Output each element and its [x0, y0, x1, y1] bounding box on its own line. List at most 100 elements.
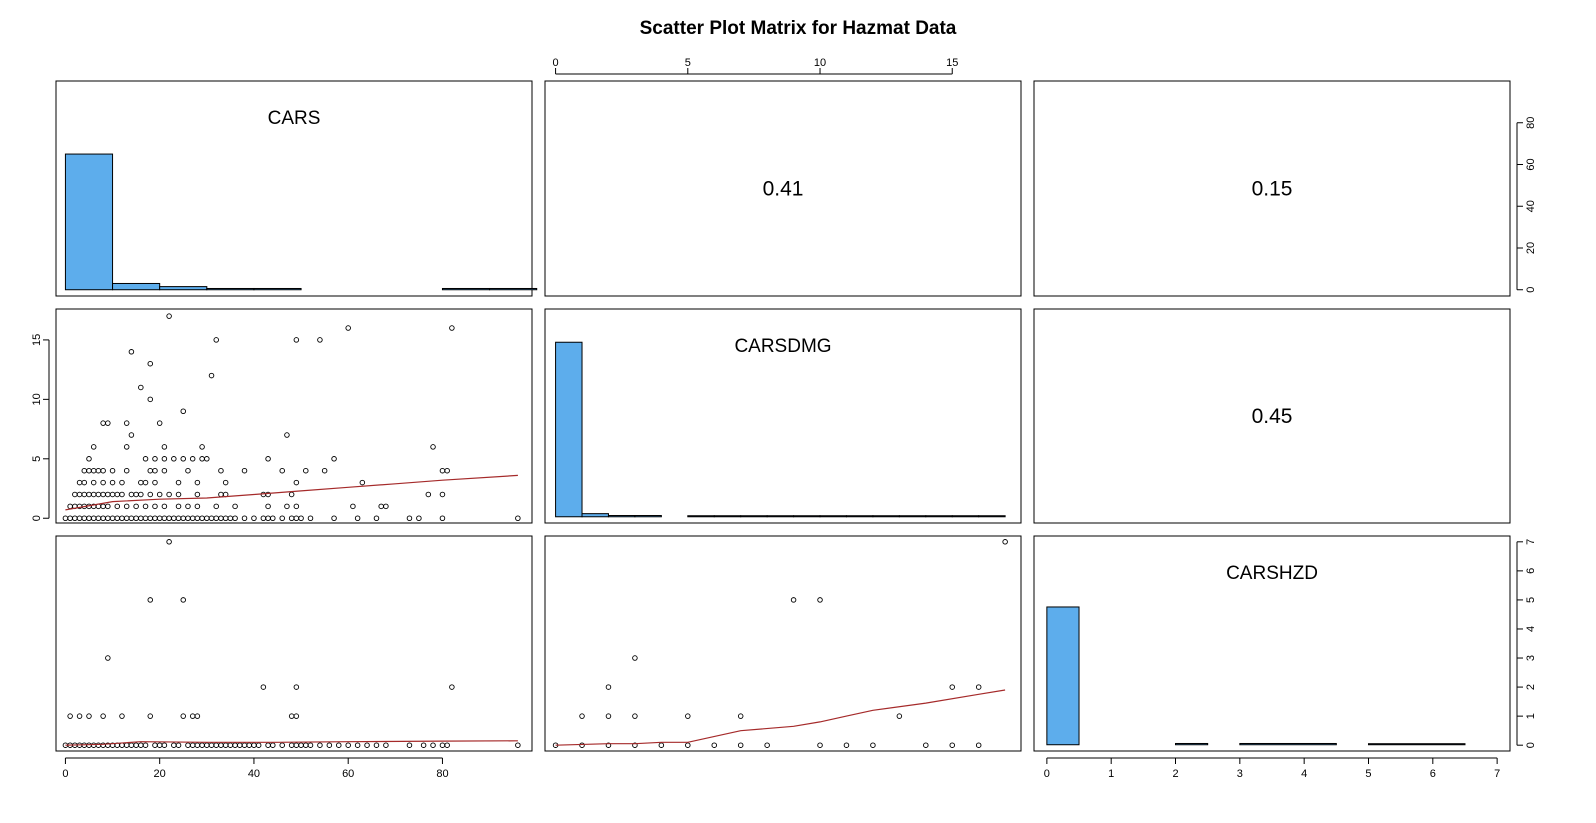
- scatter-point: [105, 655, 111, 661]
- scatter-point: [605, 742, 612, 748]
- scatter-point: [260, 515, 267, 521]
- x-tick-label: 40: [248, 768, 260, 780]
- scatter-point: [208, 372, 215, 379]
- histogram-bar: [978, 515, 1006, 518]
- x-tick-label: 4: [1301, 768, 1307, 780]
- scatter-point: [90, 479, 97, 486]
- scatter-point: [949, 684, 955, 690]
- scatter-point: [109, 515, 116, 521]
- scatter-point: [265, 515, 271, 521]
- y-tick-label: 0: [31, 515, 43, 521]
- scatter-point: [100, 503, 106, 510]
- scatter-point: [95, 491, 102, 498]
- scatter-point: [123, 503, 130, 510]
- scatter-point: [359, 479, 366, 486]
- scatter-point: [430, 742, 436, 748]
- scatter-point: [896, 713, 903, 719]
- scatter-point: [293, 684, 300, 690]
- scatter-point: [246, 742, 252, 748]
- right-tick-label: 0: [1525, 742, 1537, 748]
- scatter-point: [354, 515, 361, 521]
- scatter-point: [515, 742, 521, 748]
- scatter-point: [439, 491, 446, 498]
- scatter-point: [406, 742, 413, 748]
- scatter-point: [152, 503, 158, 510]
- scatter-point: [439, 515, 446, 521]
- scatter-point: [171, 742, 177, 748]
- scatter-point: [81, 491, 88, 498]
- scatter-point: [147, 713, 154, 719]
- scatter-point: [307, 742, 314, 748]
- scatter-point: [128, 491, 135, 498]
- scatter-point: [156, 491, 163, 498]
- scatter-point: [194, 503, 201, 510]
- scatter-point: [180, 408, 186, 414]
- scatter-point: [232, 742, 238, 748]
- scatter-point: [817, 742, 823, 748]
- scatter-point: [317, 337, 323, 343]
- scatter-point: [67, 515, 73, 521]
- scatter-point: [189, 742, 196, 748]
- correlation-label: 0.45: [1252, 405, 1293, 428]
- scatter-point: [843, 742, 850, 748]
- scatter-point: [439, 742, 446, 748]
- scatter-point: [241, 742, 248, 748]
- smooth-line: [65, 474, 518, 511]
- scatter-point: [123, 444, 130, 450]
- scatter-point: [416, 515, 422, 521]
- scatter-point: [383, 503, 389, 510]
- scatter-point: [105, 503, 111, 510]
- scatter-point: [81, 467, 88, 474]
- x-tick-label: 1: [1108, 768, 1114, 780]
- x-tick-label: 60: [342, 768, 354, 780]
- scatter-point: [156, 742, 163, 748]
- scatter-point: [133, 742, 139, 748]
- scatter-point: [76, 713, 83, 719]
- scatter-point: [138, 515, 144, 521]
- scatter-point: [270, 742, 276, 748]
- panel-frame: [55, 308, 533, 524]
- scatter-point: [279, 742, 285, 748]
- x-tick-label: 80: [436, 768, 448, 780]
- scatter-point: [449, 684, 455, 690]
- variable-label: CARSDMG: [734, 336, 831, 357]
- scatter-point: [241, 467, 248, 474]
- scatter-point: [128, 349, 135, 355]
- scatter-point: [161, 515, 168, 521]
- scatter-point: [175, 515, 182, 521]
- scatter-point: [1002, 539, 1008, 545]
- correlation-label: 0.41: [763, 178, 804, 201]
- scatter-point: [147, 515, 154, 521]
- scatter-point: [204, 456, 210, 462]
- scatter-point: [114, 503, 121, 510]
- scatter-point: [213, 515, 219, 521]
- scatter-point: [152, 479, 158, 486]
- scatter-point: [199, 742, 205, 748]
- scatter-point: [605, 684, 612, 690]
- scatter-point: [288, 742, 295, 748]
- scatter-point: [142, 479, 149, 486]
- scatter-point: [171, 456, 177, 462]
- scatter-point: [194, 515, 201, 521]
- scatter-point: [975, 684, 982, 690]
- scatter-point: [685, 742, 691, 748]
- scatter-point: [100, 479, 106, 486]
- scatter-point: [605, 713, 612, 719]
- histogram-bar: [159, 286, 208, 291]
- scatter-point: [147, 467, 154, 474]
- scatter-point: [515, 515, 521, 521]
- scatter-point: [444, 467, 450, 474]
- scatter-point: [227, 742, 234, 748]
- scatter-point: [147, 360, 154, 367]
- scatter-point: [100, 467, 106, 474]
- scatter-point: [109, 491, 116, 498]
- scatter-point: [321, 467, 328, 474]
- scatter-point: [76, 479, 83, 486]
- correlation-label: 0.15: [1252, 178, 1293, 201]
- scatter-point: [293, 337, 300, 343]
- x-tick-label: 5: [1365, 768, 1371, 780]
- scatter-point: [105, 491, 111, 498]
- scatter-point: [175, 503, 182, 510]
- scatter-point: [90, 444, 97, 450]
